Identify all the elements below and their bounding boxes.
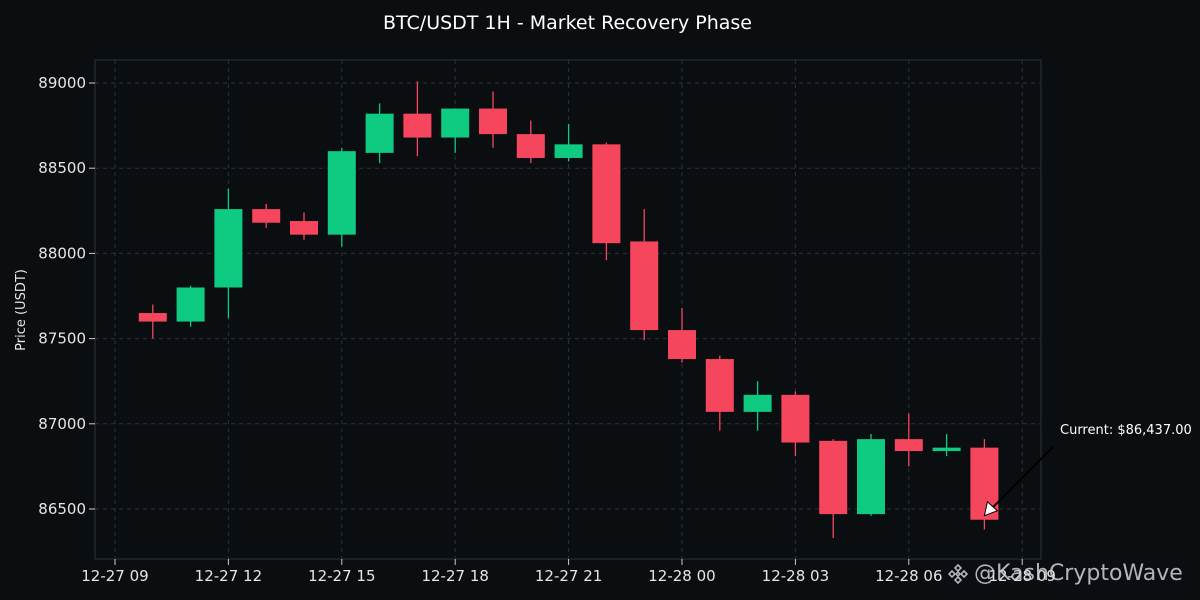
candle-body	[365, 113, 394, 153]
candle-body	[214, 209, 243, 288]
candle-body	[479, 108, 507, 135]
candle-body	[403, 113, 432, 138]
annotation-text: Current: $86,437.00	[1060, 423, 1192, 438]
axis-ticks: 86500 87000 87500 88000 88500 89000 12-27 09 12…	[38, 74, 1056, 585]
y-tick-label: 88000	[38, 244, 86, 262]
candle-down	[894, 413, 923, 467]
annotation-arrow	[991, 446, 1054, 509]
y-tick-label: 87000	[38, 415, 86, 433]
x-tick-label: 12-28 03	[762, 567, 829, 585]
y-tick-label: 86500	[38, 500, 86, 518]
candle-body	[176, 287, 205, 322]
candle-down	[819, 439, 848, 538]
candle-up	[441, 108, 470, 153]
candle-down	[592, 142, 621, 261]
candle-up	[857, 434, 885, 516]
binance-diamond-icon	[948, 563, 968, 584]
candle-down	[479, 91, 507, 148]
candle-up	[176, 285, 205, 327]
candle-body	[932, 447, 961, 452]
candle-down	[252, 203, 281, 228]
x-tick-label: 12-28 09	[988, 567, 1055, 585]
watermark: @KashCryptoWave	[948, 561, 1183, 586]
chart-title: BTC/USDT 1H - Market Recovery Phase	[383, 12, 752, 34]
annotation-arrow-head	[983, 500, 999, 517]
y-axis-label: Price (USDT)	[14, 269, 29, 351]
candle-down	[138, 304, 167, 339]
candle-down	[705, 355, 734, 431]
candle-body	[554, 144, 583, 158]
x-tick-label: 12-28 00	[648, 567, 715, 585]
current-price-annotation: Current: $86,437.00	[983, 423, 1192, 517]
candle-down	[781, 391, 810, 457]
candle-body	[894, 439, 923, 452]
candle-body	[138, 313, 167, 322]
candle-body	[743, 394, 772, 412]
x-tick-label: 12-27 21	[535, 567, 602, 585]
candle-up	[214, 188, 243, 319]
candle-body	[327, 151, 356, 235]
candle-body	[857, 439, 885, 515]
candle-up	[327, 147, 356, 247]
x-tick-label: 12-27 18	[421, 567, 488, 585]
candle-down	[290, 212, 318, 240]
candle-body	[705, 359, 734, 412]
x-tick-label: 12-27 15	[308, 567, 375, 585]
candle-down	[668, 307, 696, 363]
candle-body	[819, 440, 848, 515]
candle-up	[932, 434, 961, 457]
candle-down	[403, 81, 432, 157]
x-tick-label: 12-28 06	[875, 567, 942, 585]
x-tick-label: 12-27 12	[195, 567, 262, 585]
candle-up	[365, 103, 394, 164]
candle-body	[290, 221, 318, 235]
y-tick-label: 87500	[38, 330, 86, 348]
candle-body	[516, 134, 545, 158]
candle-body	[441, 108, 470, 138]
y-tick-label: 88500	[38, 159, 86, 177]
x-tick-label: 12-27 09	[81, 567, 148, 585]
y-tick-label: 89000	[38, 74, 86, 92]
plot-frame	[94, 59, 1042, 560]
candle-body	[781, 394, 810, 443]
candle-up	[554, 123, 583, 162]
candle-down	[630, 209, 659, 341]
candle-body	[630, 241, 659, 331]
candle-body	[668, 330, 696, 360]
watermark-text: @KashCryptoWave	[974, 561, 1183, 586]
candle-up	[743, 381, 772, 431]
candle-body	[592, 144, 621, 244]
candles	[138, 81, 999, 538]
candle-body	[252, 209, 281, 223]
candle-down	[516, 120, 545, 164]
